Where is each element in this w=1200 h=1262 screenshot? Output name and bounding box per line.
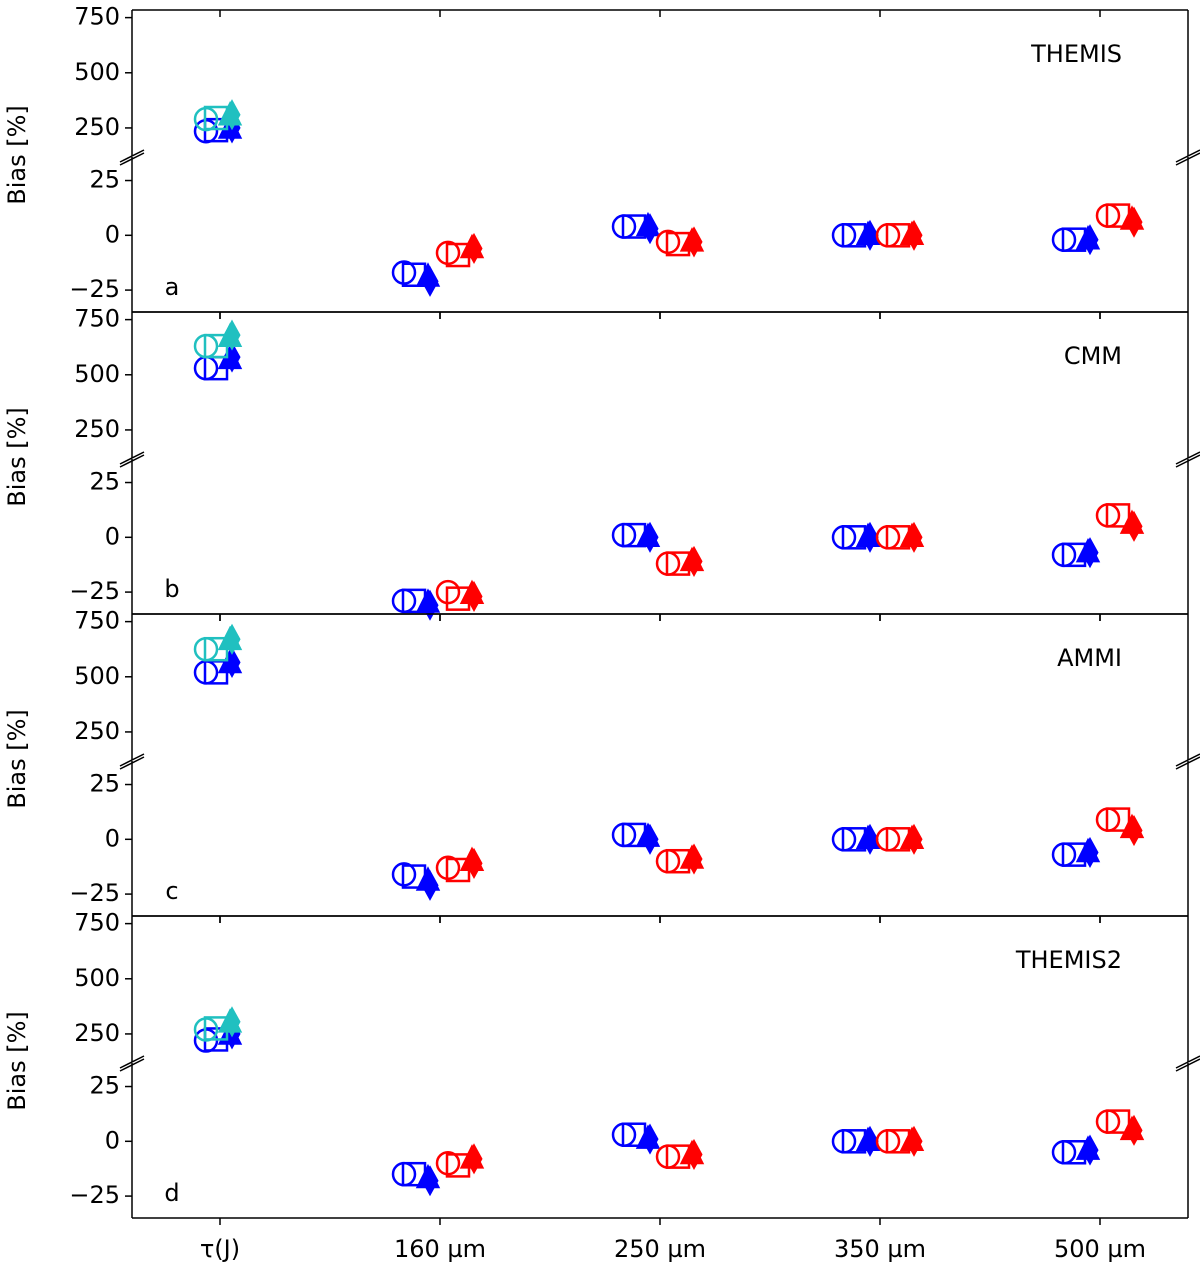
x-tick-label: 500 µm xyxy=(1054,1235,1146,1262)
marker xyxy=(465,847,483,879)
y-tick-label: 500 xyxy=(74,964,120,992)
axis-break xyxy=(119,1055,145,1069)
y-tick-label: 750 xyxy=(74,909,120,937)
marker xyxy=(1081,836,1099,869)
axis-break xyxy=(1175,454,1200,468)
axis-break xyxy=(1175,753,1200,767)
axis-break xyxy=(1175,152,1200,166)
marker xyxy=(1105,503,1131,528)
y-tick-label: −25 xyxy=(69,879,120,907)
marker xyxy=(465,232,483,265)
marker xyxy=(1081,224,1099,256)
panel-label: a xyxy=(165,273,180,301)
y-tick-label: 0 xyxy=(105,220,120,248)
y-tick-label: 25 xyxy=(89,1072,120,1100)
y-tick-label: 25 xyxy=(89,770,120,798)
y-tick-label: 0 xyxy=(105,824,120,852)
marker xyxy=(861,1125,879,1157)
panel-title: CMM xyxy=(1064,342,1122,370)
y-axis-label: Bias [%] xyxy=(3,407,31,507)
marker xyxy=(905,823,923,855)
axis-break xyxy=(119,451,145,465)
y-tick-label: −25 xyxy=(69,1181,120,1209)
y-axis-label: Bias [%] xyxy=(3,105,31,205)
marker xyxy=(1081,1134,1099,1166)
marker xyxy=(421,589,439,621)
axis-break xyxy=(119,753,145,767)
marker xyxy=(465,580,483,613)
marker xyxy=(905,521,923,553)
y-tick-label: 750 xyxy=(74,305,120,333)
marker xyxy=(861,823,879,855)
y-tick-label: −25 xyxy=(69,577,120,605)
marker xyxy=(1105,807,1131,832)
marker xyxy=(685,226,703,258)
marker xyxy=(861,219,879,251)
axis-break xyxy=(119,454,145,468)
marker xyxy=(1125,510,1143,542)
panel-title: THEMIS xyxy=(1030,40,1122,68)
axis-break xyxy=(1175,451,1200,465)
marker xyxy=(223,1006,241,1038)
panel-label: c xyxy=(165,877,178,905)
marker xyxy=(223,99,241,131)
y-tick-label: 500 xyxy=(74,360,120,388)
axis-break xyxy=(1175,756,1200,770)
axis-break xyxy=(119,756,145,770)
marker xyxy=(641,823,659,855)
y-tick-label: 500 xyxy=(74,58,120,86)
x-tick-label: 250 µm xyxy=(614,1235,706,1262)
y-tick-label: 750 xyxy=(74,3,120,31)
marker xyxy=(685,843,703,875)
y-tick-label: 25 xyxy=(89,468,120,496)
marker xyxy=(421,869,439,901)
axis-break xyxy=(119,152,145,166)
marker xyxy=(421,1165,439,1197)
axis-break xyxy=(119,149,145,163)
y-axis-label: Bias [%] xyxy=(3,1011,31,1111)
x-tick-label: 160 µm xyxy=(394,1235,486,1262)
y-tick-label: 250 xyxy=(74,415,120,443)
y-tick-label: 250 xyxy=(74,113,120,141)
panel-label: b xyxy=(164,575,179,603)
marker xyxy=(861,521,879,553)
marker xyxy=(1125,814,1143,847)
axis-break xyxy=(1175,1058,1200,1072)
marker xyxy=(685,1138,703,1171)
x-tick-label: 350 µm xyxy=(834,1235,926,1262)
x-tick-label: τ(J) xyxy=(200,1235,240,1262)
marker xyxy=(1125,1114,1143,1146)
y-tick-label: −25 xyxy=(69,275,120,303)
axis-break xyxy=(1175,149,1200,163)
marker xyxy=(641,213,659,245)
marker xyxy=(1105,1109,1131,1134)
panel-title: AMMI xyxy=(1057,644,1122,672)
marker xyxy=(223,623,241,655)
y-tick-label: 25 xyxy=(89,166,120,194)
y-tick-label: 250 xyxy=(74,717,120,745)
marker xyxy=(1125,206,1143,238)
axis-break xyxy=(1175,1055,1200,1069)
marker xyxy=(421,265,439,297)
y-tick-label: 0 xyxy=(105,522,120,550)
panel-label: d xyxy=(164,1179,179,1207)
marker xyxy=(685,545,703,577)
y-tick-label: 500 xyxy=(74,662,120,690)
marker xyxy=(905,1125,923,1157)
marker xyxy=(223,319,241,351)
marker xyxy=(1081,537,1099,569)
marker xyxy=(905,219,923,251)
marker xyxy=(641,1123,659,1155)
y-tick-label: 250 xyxy=(74,1019,120,1047)
y-tick-label: 750 xyxy=(74,607,120,635)
axis-break xyxy=(119,1058,145,1072)
panel-title: THEMIS2 xyxy=(1015,946,1122,974)
marker xyxy=(465,1143,483,1175)
y-tick-label: 0 xyxy=(105,1126,120,1154)
y-axis-label: Bias [%] xyxy=(3,709,31,809)
marker xyxy=(641,521,659,553)
